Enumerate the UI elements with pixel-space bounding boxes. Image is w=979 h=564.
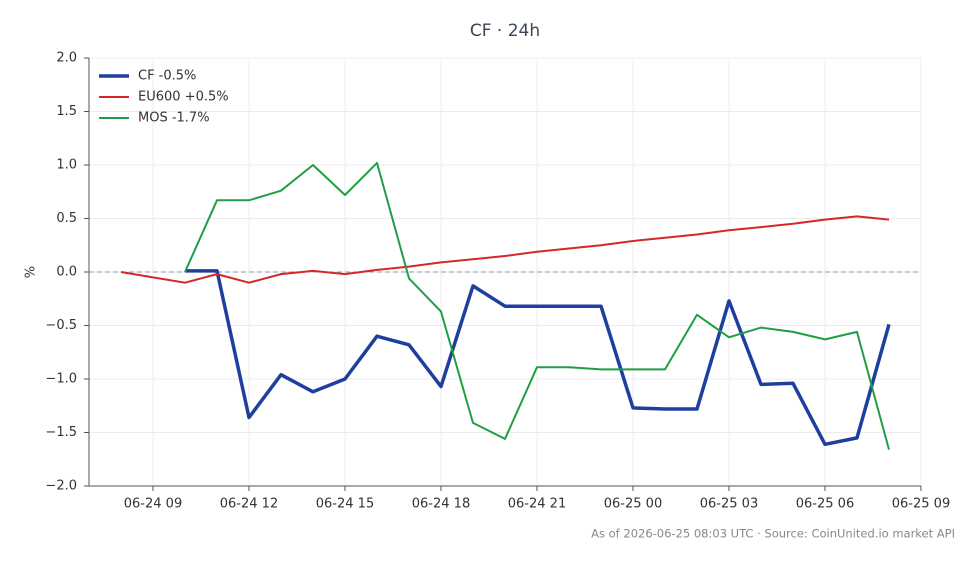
- x-tick-label: 06-24 18: [412, 497, 470, 512]
- x-tick-label: 06-25 06: [796, 497, 854, 512]
- y-axis-label: %: [24, 266, 39, 278]
- y-tick-label: 1.5: [56, 104, 77, 119]
- series-line: [185, 269, 891, 447]
- y-tick-label: −1.5: [45, 425, 77, 440]
- y-tick-label: 1.0: [56, 158, 77, 173]
- x-tick-label: 06-25 03: [700, 497, 758, 512]
- legend-label: MOS -1.7%: [138, 111, 210, 126]
- series-line: [120, 215, 890, 284]
- footer: As of 2026-06-25 08:03 UTC · Source: Coi…: [591, 527, 955, 541]
- series-line: [184, 161, 890, 450]
- y-tick-label: −0.5: [45, 318, 77, 333]
- y-tick-label: 2.0: [56, 51, 77, 66]
- x-tick-label: 06-25 00: [604, 497, 662, 512]
- y-tick-label: −2.0: [45, 479, 77, 494]
- legend-label: EU600 +0.5%: [138, 90, 229, 105]
- x-tick-label: 06-24 15: [316, 497, 374, 512]
- x-tick-label: 06-24 09: [124, 497, 182, 512]
- x-tick-label: 06-24 12: [220, 497, 278, 512]
- x-tick-label: 06-24 21: [508, 497, 566, 512]
- y-tick-label: −1.0: [45, 372, 77, 387]
- y-tick-label: 0.0: [56, 265, 77, 280]
- x-tick-label: 06-25 09: [892, 497, 950, 512]
- y-tick-label: 0.5: [56, 211, 77, 226]
- chart-title: CF · 24h: [470, 21, 540, 41]
- legend-label: CF -0.5%: [138, 69, 196, 84]
